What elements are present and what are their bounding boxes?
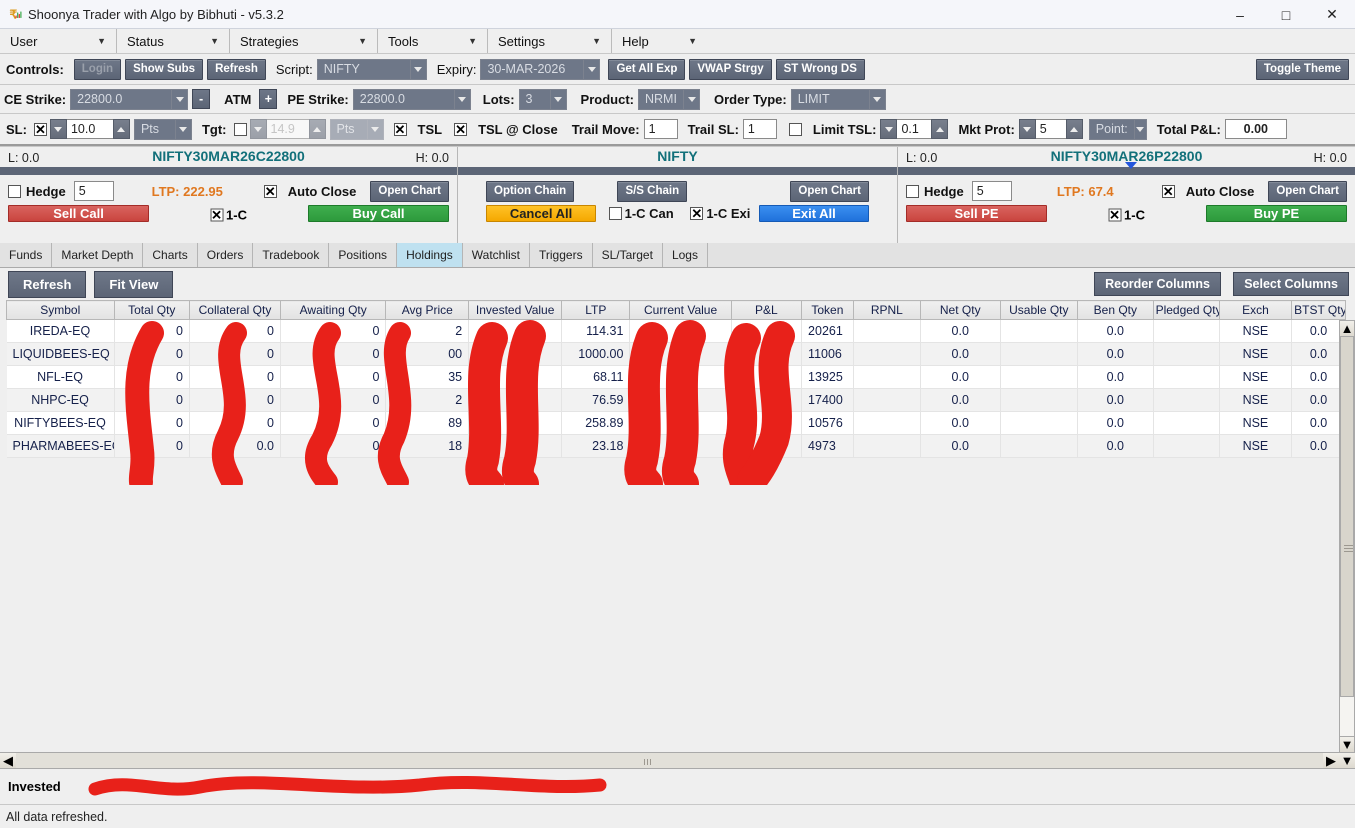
svg-text:₹: ₹ <box>10 8 18 22</box>
